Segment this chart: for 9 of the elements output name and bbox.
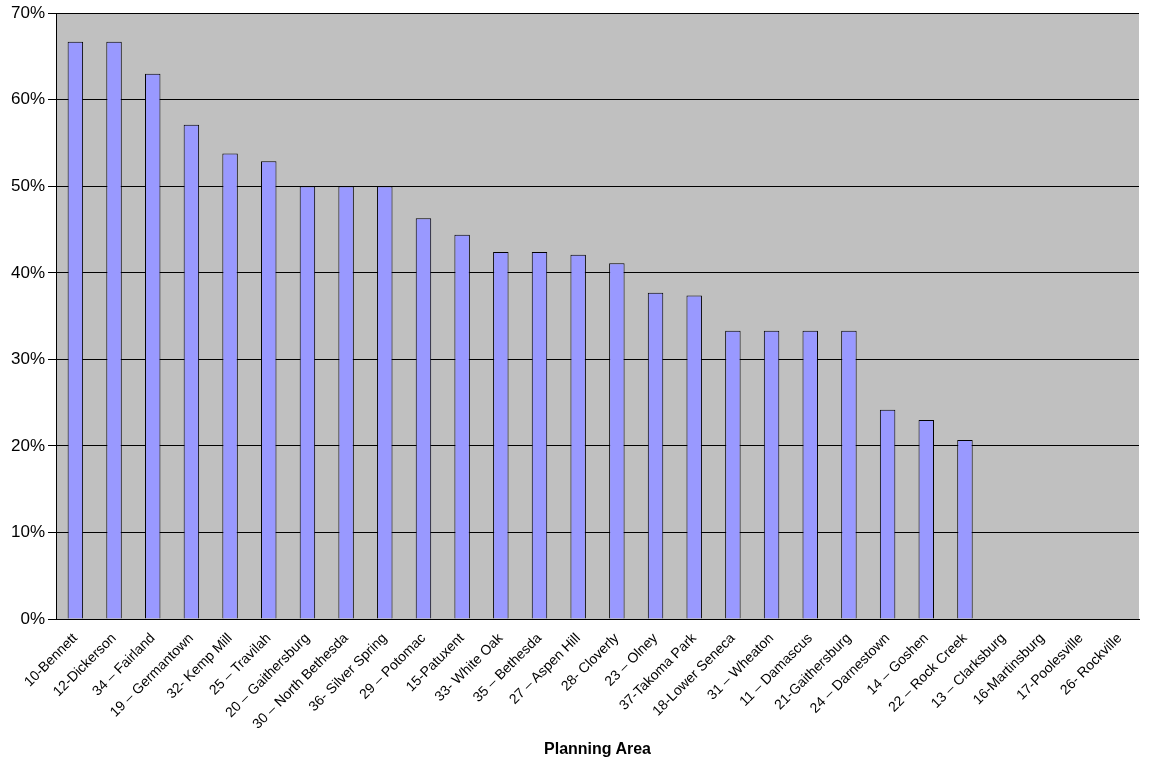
y-tick-label: 60% [10,89,46,109]
y-tick-label: 0% [20,608,46,628]
y-tick-label: 30% [10,349,46,369]
y-tick-label: 10% [10,522,46,542]
y-tick-label: 40% [10,262,46,282]
y-tick-label: 70% [10,2,46,22]
y-tick-label: 20% [10,435,46,455]
y-tick-label: 50% [10,176,46,196]
x-axis-title: Planning Area [544,739,652,757]
